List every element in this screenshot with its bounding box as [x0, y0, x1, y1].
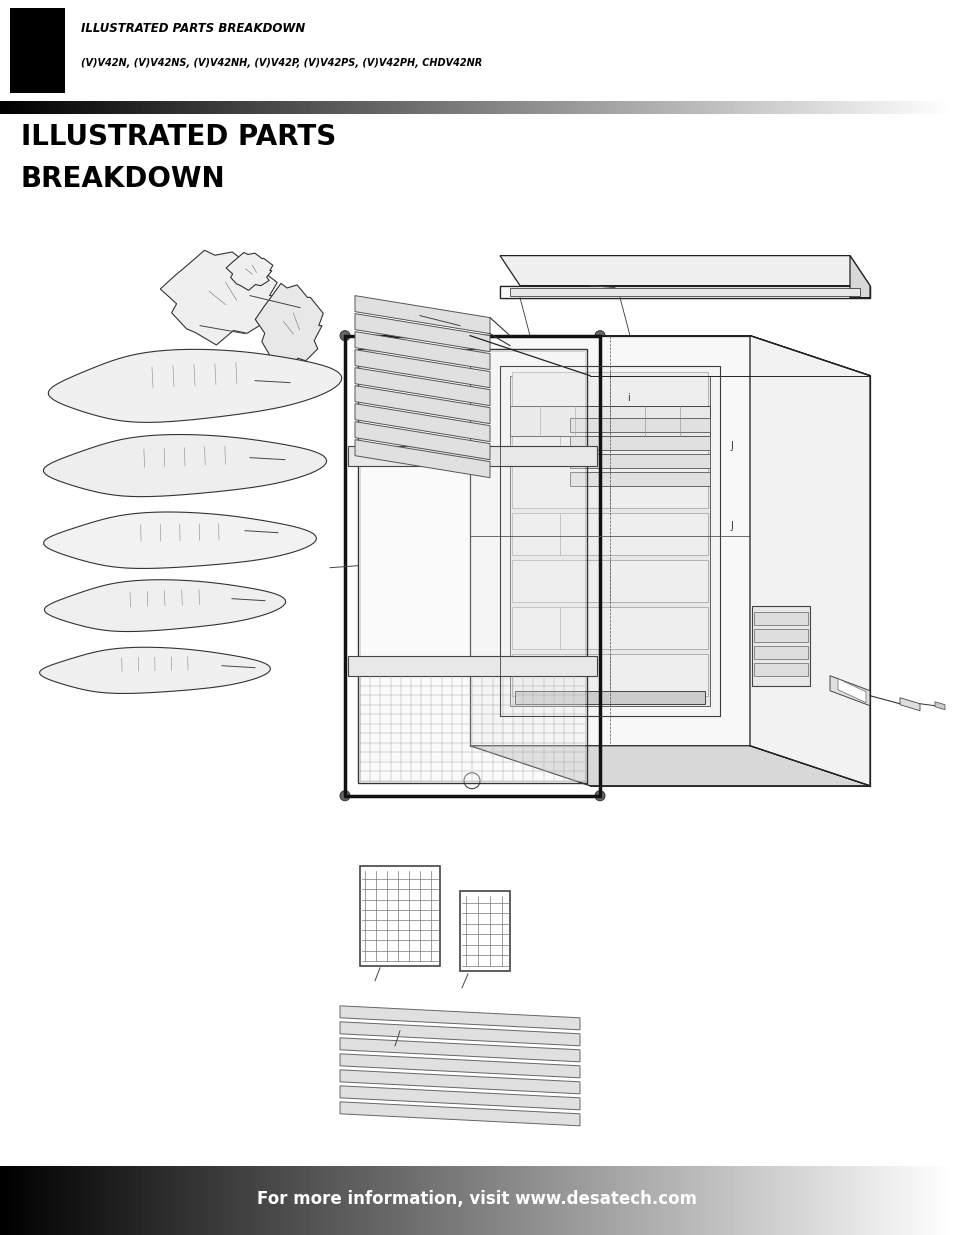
Polygon shape [355, 440, 490, 478]
Polygon shape [339, 1005, 579, 1030]
Circle shape [339, 331, 350, 341]
Polygon shape [470, 336, 749, 746]
Polygon shape [499, 285, 869, 298]
Polygon shape [339, 1021, 579, 1046]
Polygon shape [339, 1053, 579, 1078]
Polygon shape [512, 466, 707, 508]
Polygon shape [499, 256, 869, 285]
Polygon shape [499, 285, 869, 298]
Polygon shape [339, 1102, 579, 1126]
Polygon shape [339, 1070, 579, 1094]
Polygon shape [44, 435, 326, 496]
Text: For more information, visit www.desatech.com: For more information, visit www.desatech… [256, 1191, 697, 1208]
Polygon shape [512, 513, 707, 555]
Polygon shape [470, 336, 869, 375]
Polygon shape [510, 288, 859, 295]
Polygon shape [512, 559, 707, 601]
Polygon shape [749, 336, 869, 785]
Polygon shape [753, 629, 807, 642]
Polygon shape [569, 417, 709, 432]
Polygon shape [837, 679, 865, 703]
Polygon shape [753, 663, 807, 676]
Polygon shape [515, 690, 704, 704]
Polygon shape [359, 351, 584, 781]
Polygon shape [40, 647, 271, 693]
Polygon shape [829, 676, 869, 705]
Polygon shape [226, 252, 273, 290]
Polygon shape [44, 513, 316, 568]
Polygon shape [49, 350, 341, 422]
Polygon shape [355, 404, 490, 442]
Text: BREAKDOWN: BREAKDOWN [21, 165, 225, 193]
Polygon shape [355, 332, 490, 369]
Polygon shape [45, 579, 285, 631]
Polygon shape [751, 605, 809, 685]
Polygon shape [569, 472, 709, 485]
Text: (V)V42N, (V)V42NS, (V)V42NH, (V)V42P, (V)V42PS, (V)V42PH, CHDV42NR: (V)V42N, (V)V42NS, (V)V42NH, (V)V42P, (V… [81, 58, 482, 68]
Polygon shape [753, 646, 807, 658]
Polygon shape [355, 350, 490, 388]
Circle shape [595, 331, 604, 341]
Polygon shape [569, 436, 709, 450]
Polygon shape [510, 405, 709, 436]
Polygon shape [849, 256, 869, 298]
Circle shape [595, 790, 604, 800]
Polygon shape [753, 611, 807, 625]
Polygon shape [512, 653, 707, 695]
Bar [10, 9, 65, 93]
Polygon shape [470, 746, 869, 785]
Polygon shape [348, 446, 597, 466]
Polygon shape [749, 336, 869, 785]
Polygon shape [355, 314, 490, 352]
Polygon shape [339, 1037, 579, 1062]
Text: J: J [729, 441, 732, 451]
Polygon shape [512, 606, 707, 648]
Polygon shape [569, 453, 709, 468]
Polygon shape [934, 701, 944, 710]
Polygon shape [339, 1086, 579, 1110]
Polygon shape [499, 366, 720, 716]
Polygon shape [348, 656, 597, 676]
Text: ILLUSTRATED PARTS: ILLUSTRATED PARTS [21, 124, 335, 151]
Polygon shape [510, 375, 709, 705]
Polygon shape [355, 385, 490, 424]
Polygon shape [899, 698, 919, 710]
Polygon shape [512, 372, 707, 414]
Circle shape [339, 790, 350, 800]
Polygon shape [160, 251, 277, 345]
Polygon shape [355, 368, 490, 405]
Polygon shape [512, 419, 707, 461]
Polygon shape [355, 421, 490, 459]
Text: i: i [626, 393, 629, 403]
Polygon shape [355, 295, 490, 333]
Polygon shape [255, 283, 323, 372]
Text: ILLUSTRATED PARTS BREAKDOWN: ILLUSTRATED PARTS BREAKDOWN [81, 22, 305, 35]
Text: J: J [729, 521, 732, 531]
